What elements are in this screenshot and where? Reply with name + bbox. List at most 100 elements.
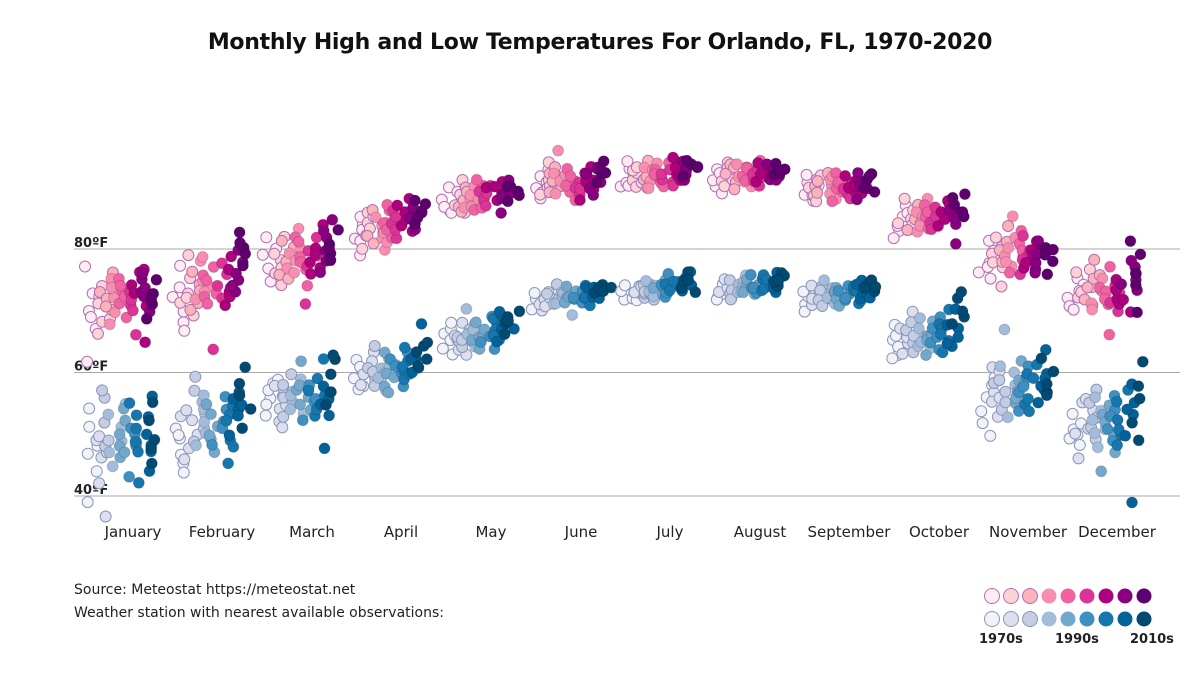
- data-point-low: [318, 442, 331, 455]
- legend-swatch-high: [1136, 588, 1152, 604]
- data-point-low: [952, 331, 965, 344]
- data-point-high: [299, 298, 312, 310]
- data-point-low: [198, 415, 211, 428]
- data-point-high: [301, 279, 314, 292]
- legend-swatch-low: [1117, 611, 1133, 627]
- data-point-low: [976, 417, 989, 430]
- data-point-high: [851, 193, 863, 206]
- data-point-low: [1132, 380, 1145, 393]
- data-point-high: [621, 155, 634, 168]
- data-point-low: [323, 409, 336, 422]
- data-point-high: [81, 355, 94, 368]
- data-point-low: [119, 414, 132, 427]
- legend-label-1970s: 1970s: [979, 632, 1023, 647]
- data-point-high: [811, 175, 824, 188]
- legend-swatch-low: [1079, 611, 1095, 627]
- data-point-high: [309, 248, 322, 261]
- legend-swatch-low: [1041, 611, 1057, 627]
- data-point-high: [1117, 293, 1130, 306]
- data-point-low: [1001, 411, 1014, 424]
- data-point-low: [618, 279, 631, 292]
- data-point-low: [1136, 355, 1149, 368]
- data-point-high: [1017, 229, 1030, 242]
- data-point-low: [260, 398, 273, 411]
- data-point-low: [474, 336, 487, 348]
- data-point-high: [391, 199, 404, 212]
- data-point-low: [1132, 434, 1145, 447]
- data-point-low: [102, 434, 115, 447]
- data-point-high: [573, 194, 586, 207]
- data-point-high: [103, 318, 116, 331]
- data-point-low: [132, 445, 144, 458]
- data-point-low: [689, 286, 702, 299]
- data-point-low: [1017, 380, 1030, 393]
- data-point-low: [1121, 403, 1134, 416]
- data-point-high: [826, 195, 839, 208]
- data-point-low: [123, 470, 136, 483]
- data-point-low: [106, 460, 119, 473]
- data-point-low: [188, 384, 201, 397]
- data-point-low: [946, 317, 959, 330]
- data-point-high: [949, 237, 962, 250]
- data-point-high: [79, 260, 91, 273]
- data-point-high: [226, 279, 239, 292]
- data-point-low: [129, 435, 142, 448]
- data-point-low: [190, 439, 202, 452]
- data-point-low: [1047, 365, 1060, 378]
- data-point-low: [896, 347, 909, 360]
- data-point-high: [182, 249, 195, 262]
- data-point-low: [816, 300, 829, 312]
- data-point-low: [1133, 392, 1146, 405]
- data-point-high: [868, 186, 881, 198]
- data-point-high: [547, 167, 560, 180]
- data-point-low: [920, 349, 932, 362]
- data-point-high: [932, 220, 945, 232]
- data-point-high: [140, 312, 153, 325]
- data-point-high: [173, 281, 186, 294]
- x-tick-label: July: [656, 523, 684, 541]
- data-point-low: [415, 317, 428, 330]
- data-point-high: [754, 167, 767, 180]
- legend-swatch-high: [1117, 588, 1133, 604]
- data-point-low: [912, 322, 925, 335]
- data-point-low: [984, 429, 997, 442]
- data-point-high: [233, 226, 246, 239]
- data-point-low: [398, 341, 411, 354]
- data-point-high: [1086, 303, 1099, 316]
- data-point-low: [232, 409, 245, 422]
- data-point-low: [998, 323, 1011, 336]
- data-point-low: [1089, 391, 1102, 404]
- data-point-low: [145, 457, 158, 470]
- data-point-low: [259, 409, 272, 422]
- data-point-low: [140, 428, 153, 441]
- data-point-high: [1129, 279, 1142, 292]
- data-point-high: [201, 297, 214, 310]
- data-point-high: [513, 189, 526, 202]
- data-point-low: [1073, 439, 1086, 451]
- data-point-high: [1070, 266, 1083, 279]
- data-point-high: [92, 327, 104, 340]
- data-point-high: [774, 164, 787, 177]
- data-point-low: [83, 402, 96, 415]
- data-point-high: [411, 211, 424, 224]
- legend-swatch-low: [1022, 611, 1038, 627]
- data-point-high: [139, 336, 152, 349]
- data-point-low: [490, 335, 503, 348]
- data-point-low: [1088, 427, 1101, 439]
- data-point-high: [1047, 243, 1059, 256]
- data-point-high: [367, 237, 380, 250]
- data-point-low: [640, 274, 652, 287]
- data-point-low: [508, 322, 520, 335]
- data-point-high: [314, 266, 327, 279]
- legend-label-1990s: 1990s: [1055, 632, 1099, 647]
- data-point-low: [180, 404, 193, 417]
- x-tick-label: May: [475, 523, 506, 541]
- data-point-low: [1072, 452, 1085, 465]
- data-point-low: [146, 396, 159, 409]
- data-point-high: [948, 198, 961, 211]
- data-point-low: [302, 384, 315, 397]
- data-point-high: [995, 280, 1008, 293]
- data-point-high: [858, 182, 871, 194]
- data-point-high: [811, 186, 824, 199]
- data-point-low: [317, 380, 330, 393]
